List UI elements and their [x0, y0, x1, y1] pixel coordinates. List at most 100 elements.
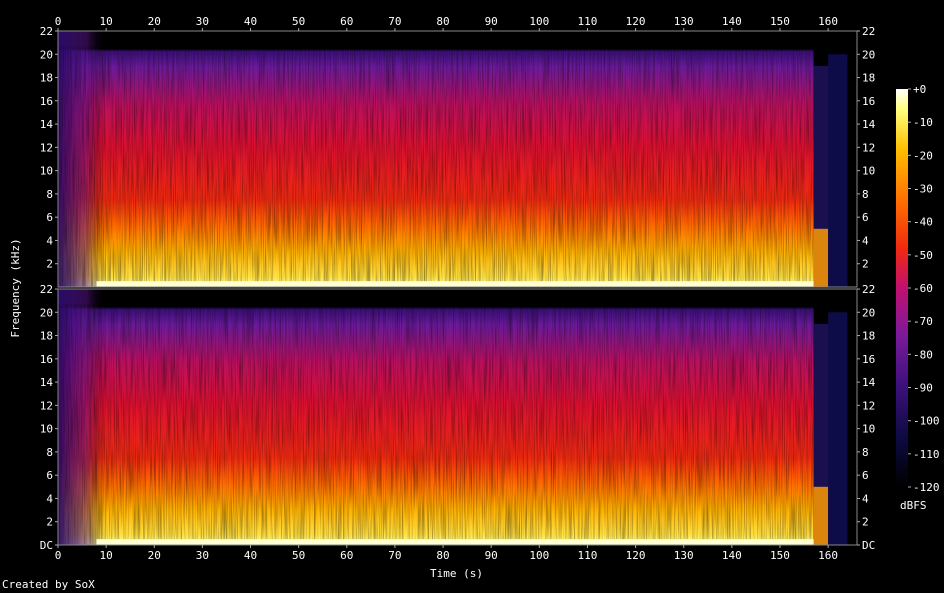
colorbar-unit-label: dBFS [900, 499, 927, 512]
x-tick-label-top: 50 [292, 15, 305, 28]
colorbar-tick-label: -90 [913, 382, 933, 395]
colorbar-tick-label: -10 [913, 116, 933, 129]
colorbar-gradient [896, 89, 908, 487]
y-tick-label-right: 6 [862, 469, 869, 482]
x-tick-label-bottom: 70 [388, 549, 401, 562]
x-tick-label-top: 0 [55, 15, 62, 28]
y-axis-label: Frequency (kHz) [9, 238, 22, 338]
y-tick-label-left: 22 [40, 25, 53, 38]
y-tick-label-left: 18 [40, 330, 53, 343]
colorbar-tick-label: -120 [913, 481, 940, 494]
x-tick-label-top: 130 [674, 15, 694, 28]
x-tick-label-top: 90 [485, 15, 498, 28]
y-tick-label-left: 8 [46, 188, 53, 201]
colorbar: +0 -10 -20 -30 -40 -50 -60 -70 -80 -90 -100 -110 -12… [896, 83, 940, 494]
y-tick-label-right: 16 [862, 353, 875, 366]
x-tick-label-top: 10 [100, 15, 113, 28]
colorbar-tick-label: -60 [913, 282, 933, 295]
x-tick-label-top: 20 [148, 15, 161, 28]
x-tick-label-bottom: 120 [626, 549, 646, 562]
x-tick-label-top: 30 [196, 15, 209, 28]
y-tick-label-right: 4 [862, 234, 869, 247]
x-tick-label-top: 110 [578, 15, 598, 28]
y-tick-label-left: 20 [40, 48, 53, 61]
y-tick-label-left: 10 [40, 165, 53, 178]
y-tick-label-right: 14 [862, 118, 876, 131]
y-tick-label-right: 8 [862, 188, 869, 201]
y-tick-label-left: 8 [46, 446, 53, 459]
y-tick-label-right: 14 [862, 376, 876, 389]
channel-panel-1 [57, 30, 858, 288]
tail-noise [828, 312, 848, 545]
x-tick-label-top: 120 [626, 15, 646, 28]
colorbar-tick-label: -50 [913, 249, 933, 262]
y-tick-label-right: 10 [862, 165, 875, 178]
spectrogram-plots [57, 30, 858, 546]
colorbar-tick-label: +0 [913, 83, 926, 96]
bass-band [96, 539, 814, 545]
created-by-footer: Created by SoX [2, 578, 95, 591]
x-tick-label-top: 150 [770, 15, 790, 28]
x-tick-label-bottom: 60 [340, 549, 353, 562]
y-tick-label-right: 2 [862, 258, 869, 271]
y-tick-label-left: DC [40, 539, 53, 552]
y-tick-label-right: 10 [862, 423, 875, 436]
y-tick-label-right: 2 [862, 516, 869, 529]
y-tick-label-left: 12 [40, 399, 53, 412]
x-tick-label-bottom: 80 [436, 549, 449, 562]
y-tick-label-left: 14 [40, 118, 54, 131]
y-tick-label-right: 8 [862, 446, 869, 459]
x-tick-label-top: 100 [529, 15, 549, 28]
y-tick-label-right: 22 [862, 283, 875, 296]
x-tick-label-bottom: 10 [100, 549, 113, 562]
y-tick-label-left: 4 [46, 492, 53, 505]
x-tick-label-bottom: 110 [578, 549, 598, 562]
x-tick-label-bottom: 160 [818, 549, 838, 562]
y-tick-label-left: 22 [40, 283, 53, 296]
tail-noise [828, 54, 848, 287]
y-tick-label-right: 12 [862, 399, 875, 412]
x-tick-label-top: 160 [818, 15, 838, 28]
x-tick-label-top: 70 [388, 15, 401, 28]
y-tick-label-right: 6 [862, 211, 869, 224]
x-tick-label-bottom: 90 [485, 549, 498, 562]
x-tick-label-top: 60 [340, 15, 353, 28]
y-tick-label-left: 20 [40, 306, 53, 319]
spectral-texture [58, 46, 814, 287]
x-tick-label-bottom: 30 [196, 549, 209, 562]
colorbar-tick-label: -30 [913, 183, 933, 196]
colorbar-tick-label: -110 [913, 448, 940, 461]
x-tick-label-bottom: 150 [770, 549, 790, 562]
x-tick-label-bottom: 20 [148, 549, 161, 562]
y-tick-label-right: 18 [862, 72, 875, 85]
y-tick-label-right: 12 [862, 141, 875, 154]
colorbar-tick-label: -100 [913, 415, 940, 428]
y-tick-label-left: 16 [40, 353, 53, 366]
y-tick-label-left: 6 [46, 469, 53, 482]
y-tick-label-right: 16 [862, 95, 875, 108]
y-tick-label-right: 20 [862, 48, 875, 61]
y-tick-label-left: 10 [40, 423, 53, 436]
fadeout-low-energy [813, 228, 829, 287]
x-tick-label-bottom: 0 [55, 549, 62, 562]
y-tick-label-right: 22 [862, 25, 875, 38]
x-tick-label-bottom: 140 [722, 549, 742, 562]
spectral-texture [58, 304, 814, 545]
y-tick-label-right: 18 [862, 330, 875, 343]
y-tick-label-left: 18 [40, 72, 53, 85]
y-tick-label-left: 12 [40, 141, 53, 154]
y-tick-label-right: 20 [862, 306, 875, 319]
x-tick-label-top: 140 [722, 15, 742, 28]
bass-band [96, 281, 814, 287]
colorbar-tick-label: -70 [913, 315, 933, 328]
x-tick-label-bottom: 130 [674, 549, 694, 562]
colorbar-tick-label: -20 [913, 149, 933, 162]
y-tick-label-right: 4 [862, 492, 869, 505]
colorbar-tick-label: -40 [913, 216, 933, 229]
y-tick-label-right: DC [862, 539, 875, 552]
channel-panel-2 [57, 288, 858, 546]
x-tick-label-bottom: 100 [529, 549, 549, 562]
x-tick-label-top: 80 [436, 15, 449, 28]
